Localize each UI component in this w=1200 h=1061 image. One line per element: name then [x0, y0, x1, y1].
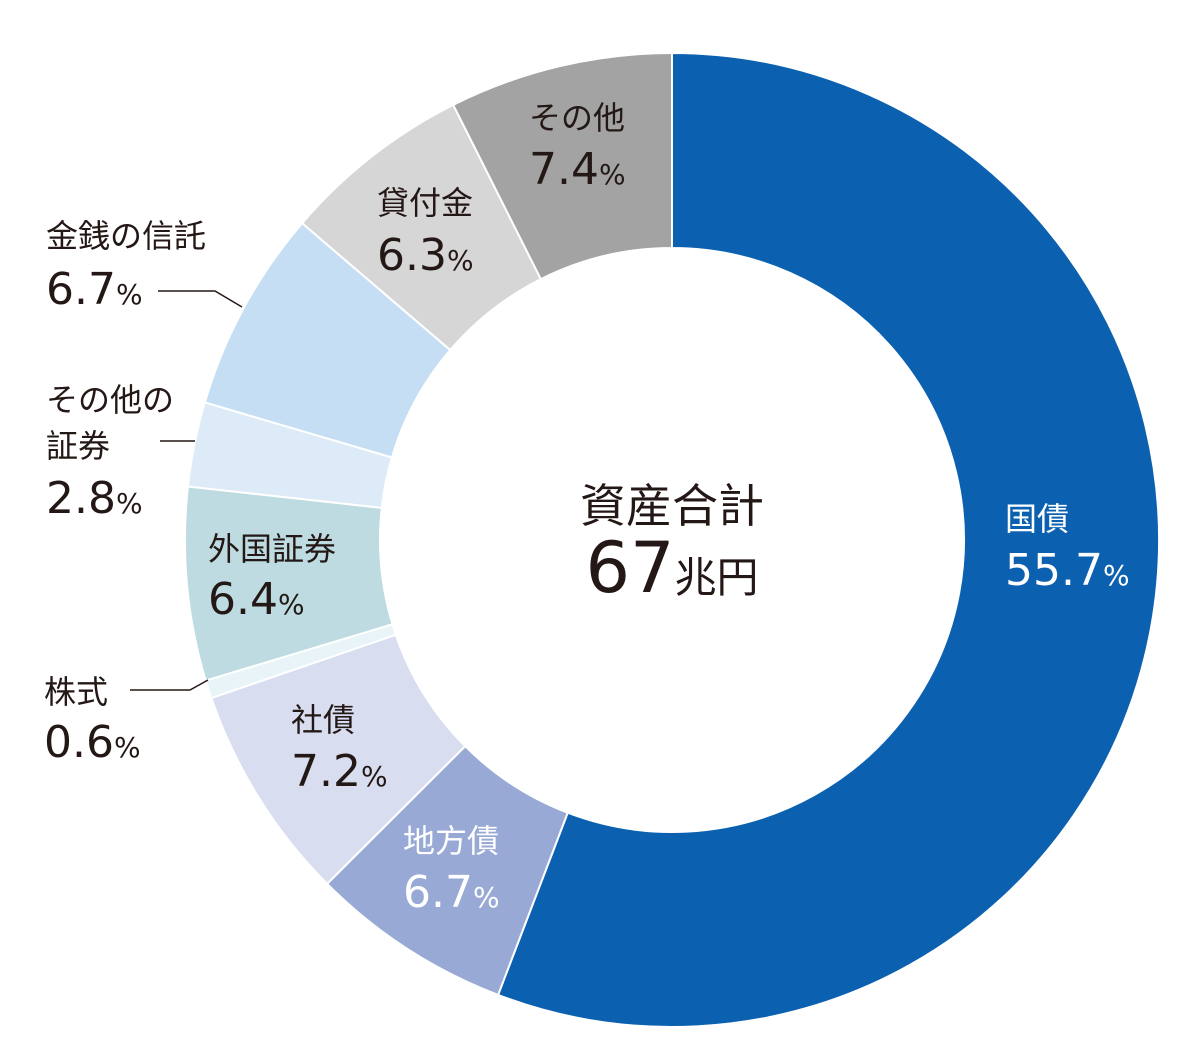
center-unit: 兆円: [675, 553, 759, 602]
slice-value-gaikoku: 6.4%: [208, 574, 305, 625]
value-kokusai: 55.7: [1005, 545, 1103, 596]
center-total: 資産合計 67兆円: [580, 479, 764, 609]
slice-label-kashitsuke: 貸付金 6.3%: [377, 184, 474, 281]
percent-sonota-shouken: %: [116, 487, 143, 520]
leader-line-kabushiki: [130, 679, 209, 691]
slice-sonota: [451, 51, 673, 281]
slice-name-sonota-shouken-line1: その他の: [46, 381, 174, 419]
percent-kokusai: %: [1103, 559, 1130, 592]
value-chihousai: 6.7: [403, 867, 473, 918]
donut-slices: [184, 51, 1160, 1028]
percent-sonota: %: [599, 158, 626, 191]
slice-name-kinsen: 金銭の信託: [46, 217, 206, 255]
slice-value-kokusai: 55.7%: [1005, 545, 1130, 596]
slice-value-shasai: 7.2%: [291, 746, 388, 797]
slice-label-sonota-shouken: その他の 証券 2.8%: [46, 381, 174, 524]
center-value: 67: [585, 527, 674, 609]
slice-name-gaikoku: 外国証券: [208, 530, 336, 568]
slice-label-chihousai: 地方債 6.7%: [403, 822, 500, 918]
slice-label-shasai: 社債 7.2%: [291, 701, 388, 797]
slice-value-kashitsuke: 6.3%: [377, 230, 474, 281]
slice-label-gaikoku: 外国証券 6.4%: [208, 530, 336, 625]
slice-label-kabushiki: 株式 0.6%: [44, 673, 141, 768]
value-gaikoku: 6.4: [208, 574, 278, 625]
leader-lines: [130, 290, 243, 691]
value-shasai: 7.2: [291, 746, 361, 797]
slice-label-kokusai: 国債 55.7%: [1005, 500, 1130, 596]
slice-name-shasai: 社債: [291, 701, 355, 739]
value-sonota-shouken: 2.8: [46, 473, 116, 524]
slice-name-sonota-shouken-line2: 証券: [46, 427, 110, 465]
percent-shasai: %: [361, 760, 388, 793]
center-title: 資産合計: [580, 479, 764, 533]
percent-kashitsuke: %: [447, 244, 474, 277]
center-value-line: 67兆円: [585, 527, 758, 609]
value-kashitsuke: 6.3: [377, 230, 447, 281]
slice-name-kashitsuke: 貸付金: [377, 184, 473, 222]
slice-value-kabushiki: 0.6%: [44, 717, 141, 768]
slice-name-kokusai: 国債: [1005, 500, 1069, 538]
percent-gaikoku: %: [278, 588, 305, 621]
slice-value-sonota-shouken: 2.8%: [46, 473, 143, 524]
slice-kokusai: [496, 51, 1160, 1028]
slice-name-sonota: その他: [529, 99, 625, 137]
value-kinsen: 6.7: [46, 264, 116, 315]
slice-label-sonota: その他 7.4%: [529, 99, 626, 195]
slice-name-kabushiki: 株式: [44, 673, 108, 711]
percent-kabushiki: %: [114, 731, 141, 764]
slice-value-chihousai: 6.7%: [403, 867, 500, 918]
slice-value-kinsen: 6.7%: [46, 264, 143, 315]
slice-name-chihousai: 地方債: [403, 822, 499, 860]
slice-label-kinsen: 金銭の信託 6.7%: [46, 217, 206, 315]
slice-value-sonota: 7.4%: [529, 144, 626, 195]
percent-kinsen: %: [116, 278, 143, 311]
value-sonota: 7.4: [529, 144, 599, 195]
percent-chihousai: %: [473, 881, 500, 914]
leader-line-kinsen: [158, 290, 243, 308]
value-kabushiki: 0.6: [44, 717, 114, 768]
